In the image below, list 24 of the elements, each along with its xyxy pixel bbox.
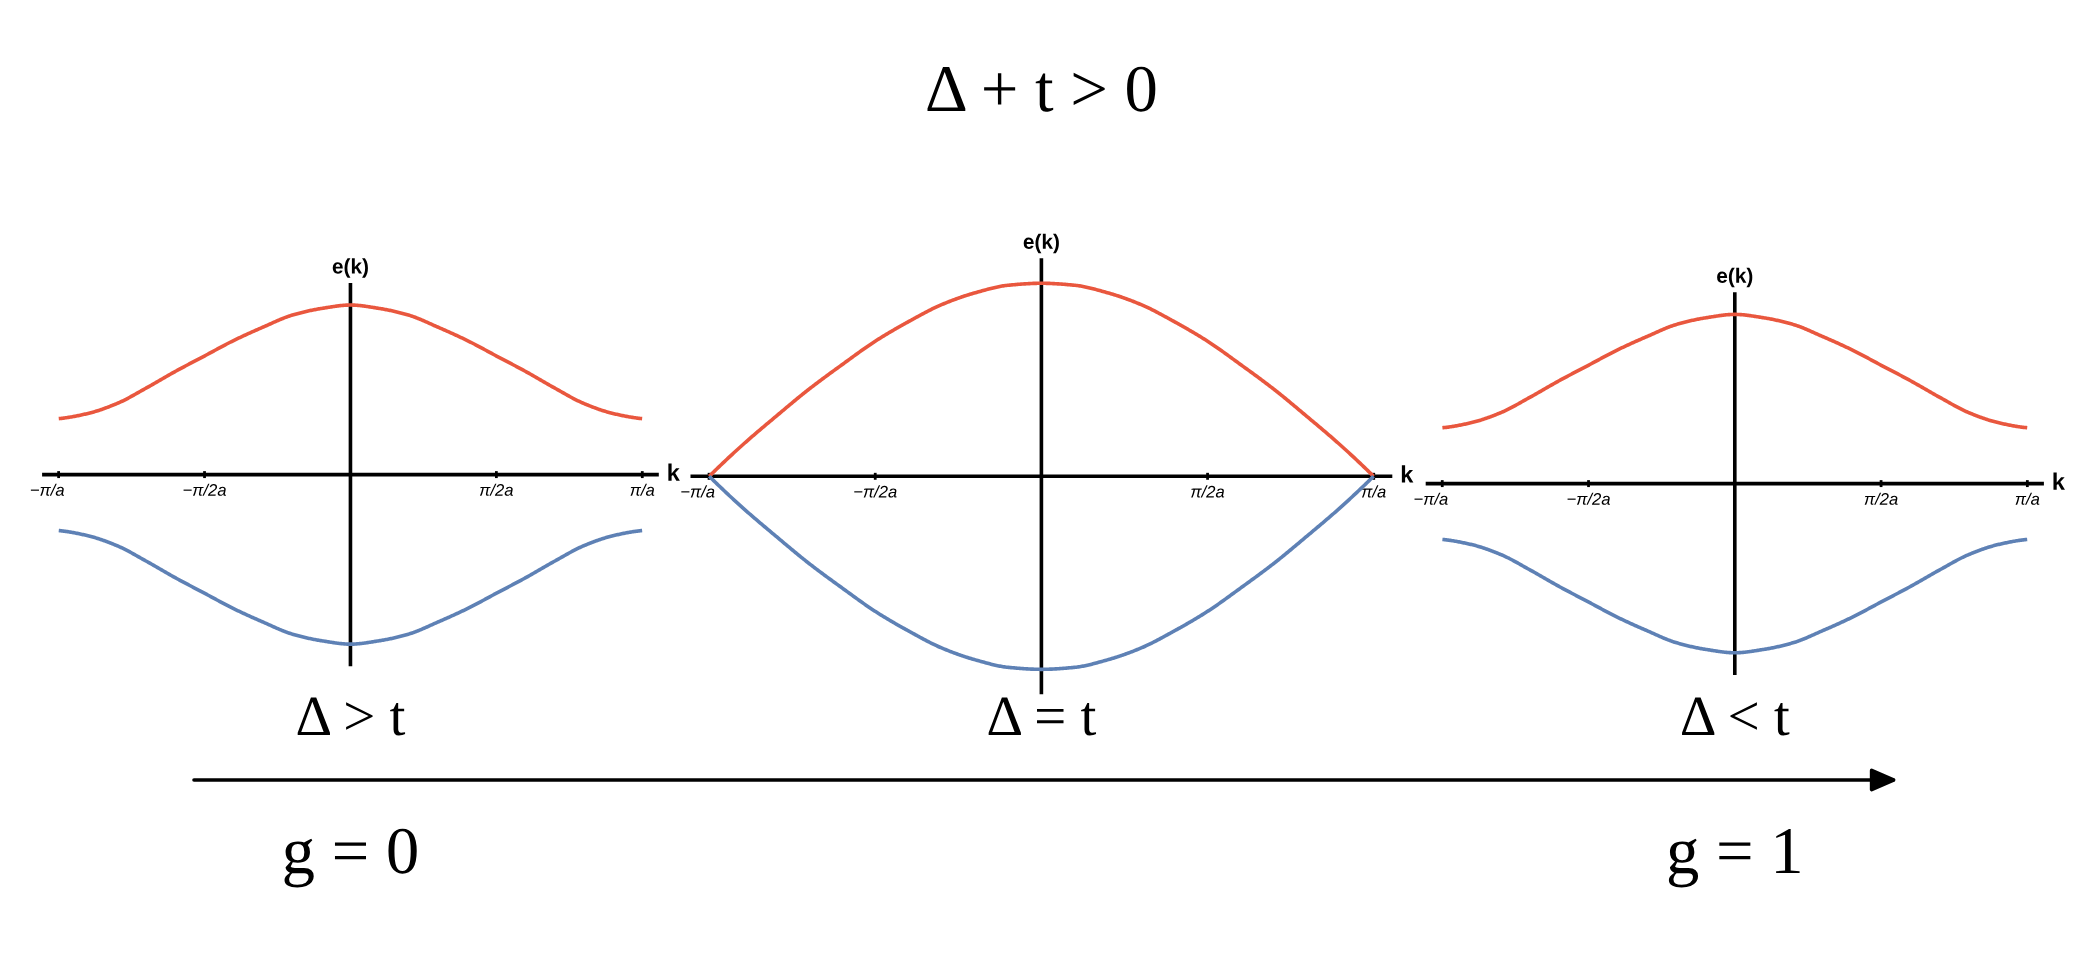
x-tick-label: π/a xyxy=(1361,485,1386,498)
y-axis-title: e(k) xyxy=(1717,267,1753,288)
x-tick-label: π/a xyxy=(2015,492,2040,505)
x-axis-title: k xyxy=(668,463,680,481)
x-tick-label: π/2a xyxy=(1191,485,1225,498)
x-axis-title: k xyxy=(2053,472,2065,490)
text: Δ < t xyxy=(1682,697,1790,736)
text: Δ > t xyxy=(297,697,406,736)
y-axis-title: e(k) xyxy=(1023,233,1059,254)
x-tick-label: −π/2a xyxy=(183,483,226,496)
text: g = 0 xyxy=(284,828,417,888)
x-tick-label: −π/2a xyxy=(854,485,897,498)
text: g = 1 xyxy=(1668,828,1800,888)
y-axis-title: e(k) xyxy=(332,258,368,278)
text: Δ = t xyxy=(988,697,1097,736)
x-tick-label: −π/2a xyxy=(1567,492,1610,505)
x-tick-label: π/a xyxy=(630,483,655,496)
x-tick-label: π/2a xyxy=(1864,492,1898,505)
x-tick-label: −π/a xyxy=(30,483,65,496)
x-tick-label: −π/a xyxy=(681,485,715,498)
chart-title: Δ + t > 0 xyxy=(927,66,1156,112)
x-tick-label: −π/a xyxy=(1414,492,1448,505)
x-axis-title: k xyxy=(1401,465,1414,483)
x-tick-label: π/2a xyxy=(479,483,513,496)
